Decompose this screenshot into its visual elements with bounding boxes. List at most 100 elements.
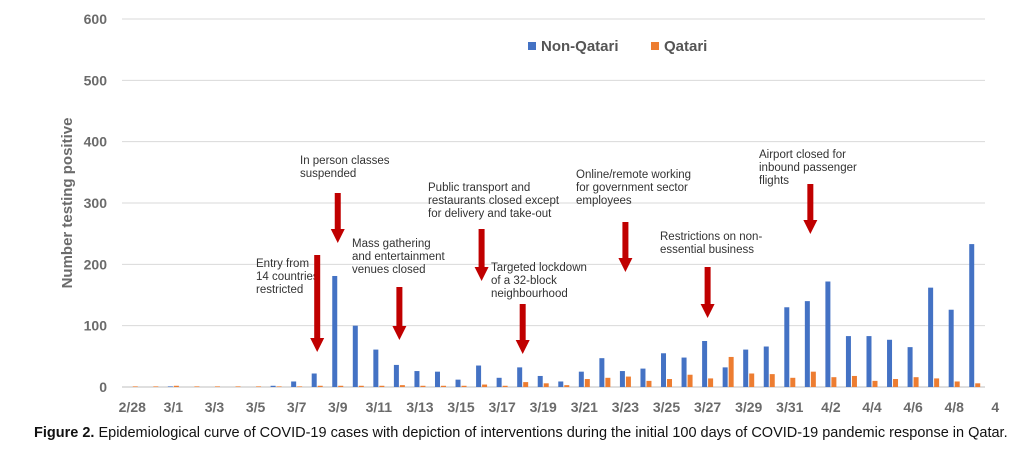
bar-qatari (543, 383, 549, 387)
annotation-arrow-head (310, 338, 325, 352)
bar-qatari (625, 376, 631, 387)
bar-qatari (420, 385, 426, 387)
bar-qatari (708, 378, 714, 387)
bar-qatari (502, 385, 508, 387)
bar-non-qatari (845, 336, 851, 387)
bar-non-qatari (681, 357, 687, 387)
annotation-text: Online/remote working (576, 169, 691, 181)
bar-non-qatari (619, 371, 625, 387)
bar-non-qatari (476, 365, 482, 387)
x-tick-label: 4/2 (821, 399, 841, 415)
bar-non-qatari (928, 287, 934, 387)
bar-qatari (831, 377, 837, 387)
annotation-text: venues closed (352, 264, 426, 276)
bar-non-qatari (352, 325, 358, 387)
annotation-text: suspended (300, 168, 356, 180)
bar-non-qatari (907, 347, 913, 387)
y-tick-label: 0 (99, 379, 107, 395)
bar-non-qatari (578, 371, 584, 387)
annotation-text: neighbourhood (491, 288, 568, 300)
annotation-arrow-head (392, 326, 407, 340)
annotation-text: Restrictions on non- (660, 231, 762, 243)
bar-non-qatari (270, 385, 276, 387)
bar-non-qatari (599, 358, 605, 387)
bar-non-qatari (969, 244, 975, 387)
bar-qatari (338, 385, 344, 387)
annotation-text: Mass gathering (352, 238, 431, 250)
annotation-text: for government sector (576, 182, 688, 194)
y-axis-ticks: 0 100 200 300 400 500 600 (84, 11, 108, 395)
bar-qatari (605, 377, 611, 387)
bar-non-qatari (866, 336, 872, 387)
bar-non-qatari (517, 367, 523, 387)
annotation-text: Public transport and (428, 182, 530, 194)
bar-non-qatari (291, 381, 297, 387)
bar-qatari (276, 386, 282, 387)
bar-non-qatari (784, 307, 790, 387)
bar-qatari (893, 379, 899, 387)
epi-curve-chart: 0 100 200 300 400 500 600 Number testing posit… (59, 11, 1000, 415)
legend-label-qatari: Qatari (664, 38, 707, 55)
bar-qatari (646, 380, 652, 387)
bar-qatari (379, 385, 385, 387)
annotation-text: 14 countries (256, 271, 319, 283)
bar-qatari (749, 373, 755, 387)
annotation-arrow-head (700, 304, 715, 318)
y-tick-label: 400 (84, 134, 108, 150)
y-tick-label: 600 (84, 11, 108, 27)
bar-non-qatari (722, 367, 728, 387)
bar-qatari (132, 386, 138, 387)
y-tick-label: 300 (84, 195, 108, 211)
annotation-text: In person classes (300, 155, 390, 167)
annotation-arrow-head (803, 220, 818, 234)
bar-non-qatari (763, 346, 769, 387)
bar-non-qatari (496, 377, 502, 387)
annotation-text: for delivery and take-out (428, 208, 552, 220)
x-tick-label: 4 (991, 399, 999, 415)
x-tick-label: 3/23 (612, 399, 639, 415)
bar-qatari (584, 379, 590, 387)
bar-non-qatari (434, 371, 440, 387)
x-tick-label: 2/28 (119, 399, 146, 415)
bar-non-qatari (311, 373, 317, 387)
bar-qatari (769, 374, 775, 387)
annotation-text: of a 32-block (491, 275, 557, 287)
annotation-arrow-head (618, 258, 633, 272)
annotation-text: Entry from (256, 258, 309, 270)
bar-qatari (235, 386, 241, 387)
gridlines (122, 18, 985, 388)
bar-non-qatari (661, 353, 667, 387)
bar-non-qatari (414, 371, 420, 387)
bar-qatari (153, 386, 159, 387)
x-tick-label: 3/29 (735, 399, 762, 415)
bar-qatari (317, 385, 323, 387)
bar-qatari (687, 374, 693, 387)
annotation-text: restricted (256, 284, 303, 296)
x-tick-label: 3/31 (776, 399, 803, 415)
bars (132, 244, 981, 387)
bar-qatari (934, 378, 940, 387)
x-tick-label: 4/6 (903, 399, 923, 415)
x-tick-label: 3/27 (694, 399, 721, 415)
x-tick-label: 3/9 (328, 399, 348, 415)
x-tick-label: 3/21 (571, 399, 598, 415)
annotation-text: employees (576, 195, 632, 207)
bar-qatari (482, 384, 488, 387)
bar-non-qatari (948, 309, 954, 387)
bar-qatari (790, 377, 796, 387)
x-axis-ticks: 2/28 3/1 3/3 3/5 3/7 3/9 3/11 3/13 3/15 3/17 3/19 3… (119, 399, 1000, 415)
bar-qatari (954, 381, 960, 387)
bar-non-qatari (640, 368, 646, 387)
x-tick-label: 3/11 (366, 399, 393, 415)
bar-qatari (975, 383, 981, 387)
bar-qatari (913, 377, 919, 387)
bar-qatari (872, 380, 878, 387)
bar-qatari (256, 386, 262, 387)
bar-qatari (564, 385, 570, 387)
bar-qatari (523, 382, 529, 387)
bar-qatari (399, 385, 405, 387)
bar-non-qatari (743, 349, 749, 387)
bar-non-qatari (804, 301, 810, 387)
legend-swatch-non-qatari (528, 42, 536, 50)
